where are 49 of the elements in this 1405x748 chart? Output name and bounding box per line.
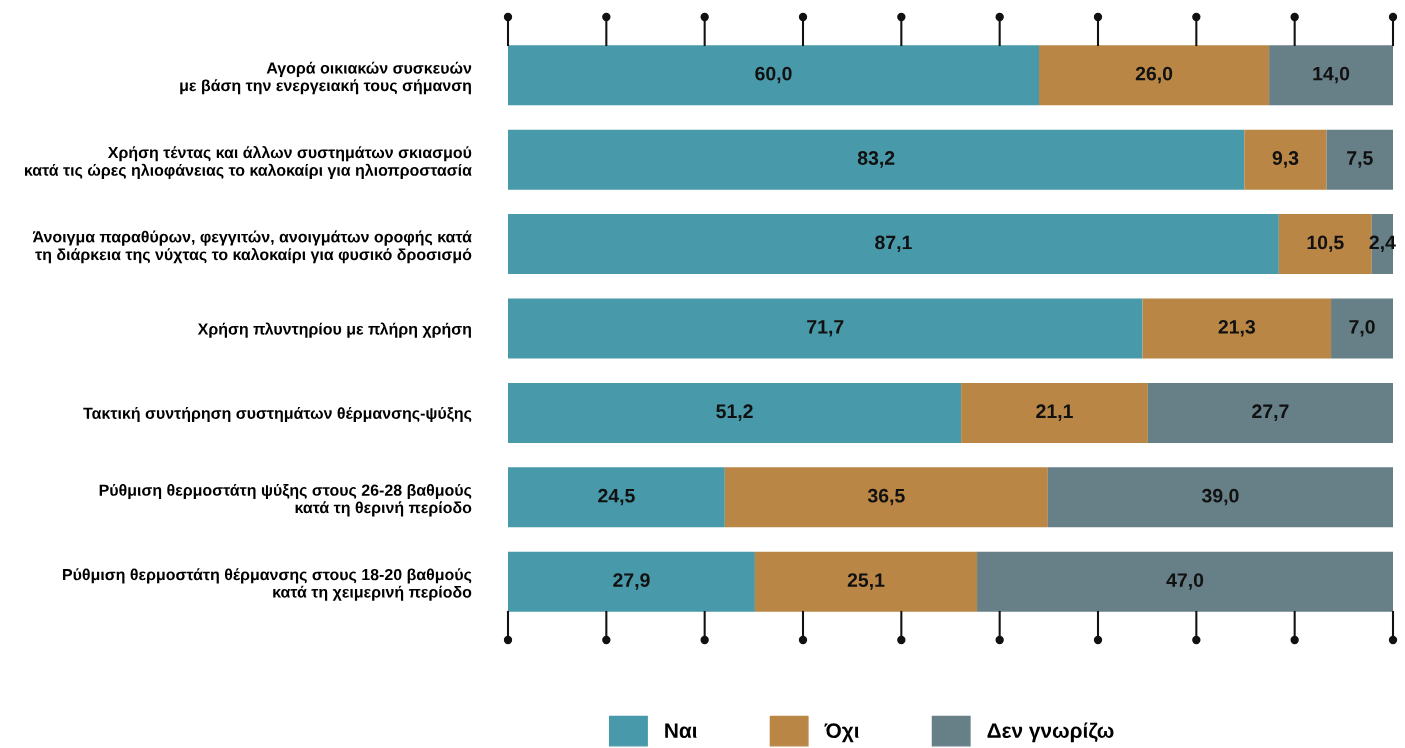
data-label: 9,3 — [1272, 151, 1299, 168]
data-label: 14,0 — [1313, 66, 1350, 84]
legend-label: Ναι — [665, 723, 697, 739]
bar — [977, 551, 1393, 612]
bar — [724, 467, 1048, 528]
bar — [1331, 298, 1393, 359]
bar — [508, 551, 755, 612]
bar — [508, 467, 725, 528]
data-label: 10,5 — [1307, 235, 1344, 253]
bar — [1047, 467, 1393, 528]
bar — [754, 551, 978, 612]
bar — [508, 298, 1143, 359]
data-label: 47,0 — [1166, 573, 1204, 590]
y-tick-label: Χρήση πλυντηρίου με πλήρη χρήση — [197, 322, 471, 338]
y-tick-label: Αγορά οικιακών συσκευών με βάση την ενεργειακή τους σήμανση — [180, 61, 472, 95]
data-label: 25,1 — [847, 573, 885, 590]
data-label: 7,0 — [1349, 319, 1375, 337]
bar — [508, 382, 962, 443]
data-label: 71,7 — [807, 320, 844, 337]
legend-label: Όχι — [824, 723, 859, 743]
bar — [508, 214, 1279, 275]
y-tick-label: Ρύθμιση θερμοστάτη ψύξης στους 26-28 βαθμούς κατά τη θερινή περίοδο — [99, 483, 472, 517]
data-label: 27,9 — [613, 573, 650, 590]
y-tick-label: Τακτική συντήρηση συστημάτων θέρμανσης-ψύξης — [83, 407, 472, 423]
data-label: 36,5 — [867, 488, 905, 506]
bar — [1326, 129, 1393, 190]
bar — [1244, 129, 1327, 190]
bar — [1039, 45, 1270, 106]
data-label: 51,2 — [716, 404, 753, 421]
legend-label: Δεν γνωρίζω — [987, 722, 1114, 743]
data-label: 26,0 — [1135, 66, 1173, 84]
bar — [961, 382, 1148, 443]
bar — [1269, 45, 1393, 106]
data-label: 21,3 — [1218, 319, 1256, 337]
y-tick-label: Χρήση τέντας και άλλων συστημάτων σκιασμού κατά τις ώρες ηλιοφάνειας το καλοκαίρι για ηλιοπροστασία — [25, 146, 472, 180]
data-label: 27,7 — [1252, 404, 1289, 421]
bar — [1142, 298, 1332, 359]
data-label: 24,5 — [598, 488, 635, 506]
y-tick-label: Ρύθμιση θερμοστάτη θέρμανσης στους 18-20 βαθμούς κατά τη χειμερινή περίοδο — [63, 568, 472, 601]
data-label: 39,0 — [1201, 488, 1239, 506]
data-label: 87,1 — [875, 235, 912, 253]
data-label: 60,0 — [755, 66, 792, 84]
data-label: 21,1 — [1036, 404, 1073, 421]
bar — [508, 129, 1245, 190]
y-tick-label: Άνοιγμα παραθύρων, φεγγιτών, ανοιγμάτων οροφής κατά τη διάρκεια της νύχτας το καλοκαίρι για φυσικό δροσισμό — [32, 230, 472, 264]
bar — [1147, 382, 1393, 443]
bar — [508, 45, 1039, 106]
data-label: 83,2 — [857, 151, 895, 168]
data-label: 7,5 — [1347, 151, 1373, 168]
